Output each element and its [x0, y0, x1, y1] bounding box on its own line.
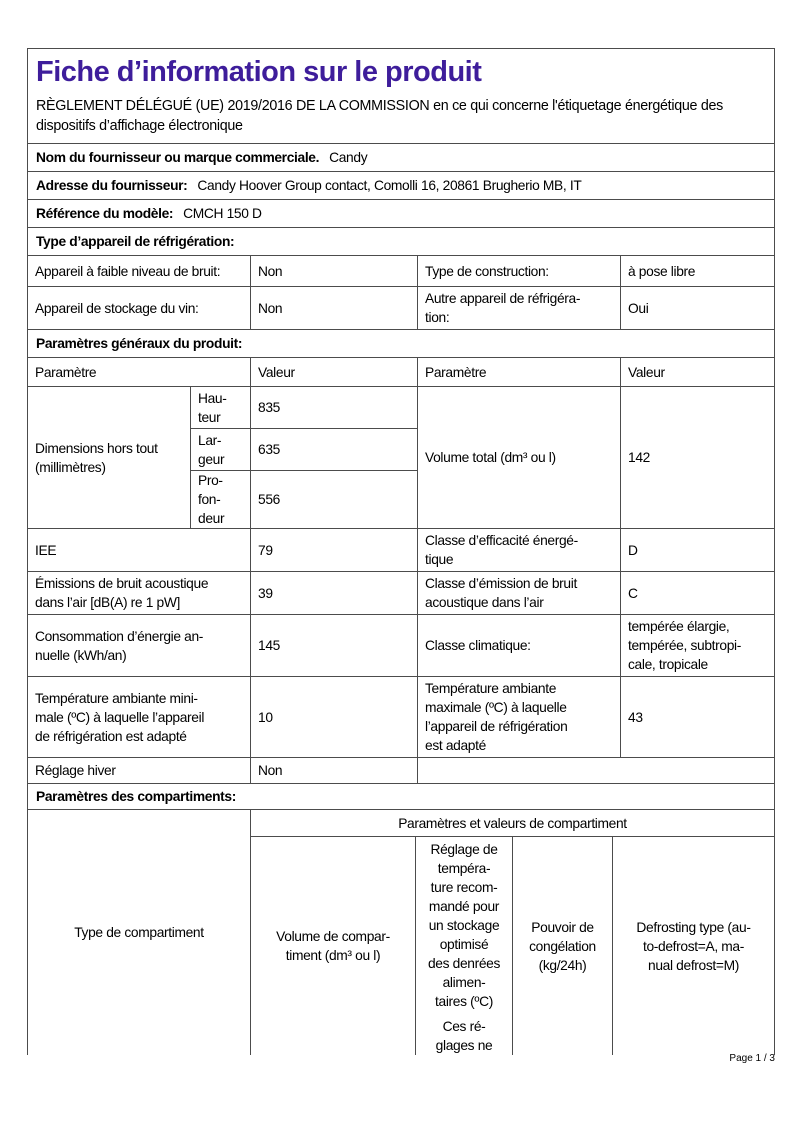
supplier-name-value: Candy: [329, 150, 368, 165]
max-temperature-label: Température ambiante maximale (ºC) à laq…: [418, 677, 621, 757]
supplier-name-row: Nom du fournisseur ou marque commerciale…: [28, 144, 774, 172]
iee-label: IEE: [28, 529, 251, 571]
wine-storage-value: Non: [251, 287, 418, 329]
noise-class-label: Classe d’émission de bruit acoustique da…: [418, 572, 621, 614]
low-noise-label: Appareil à faible niveau de bruit:: [28, 256, 251, 286]
winter-setting-empty-cell: [418, 758, 774, 783]
max-temperature-value: 43: [628, 709, 643, 725]
param-header-2: Paramètre: [418, 358, 621, 386]
value-header-2: Valeur: [628, 364, 665, 380]
dimension-width-label: Lar- geur: [191, 429, 251, 471]
dimension-depth-label: Pro- fon- deur: [191, 471, 251, 528]
page-number: Page 1 / 3: [729, 1053, 775, 1064]
section-type-appareil: Type d’appareil de réfrigération:: [28, 228, 774, 256]
temp-setting-text: Réglage de tempéra- ture recom- mandé po…: [427, 842, 501, 1009]
model-reference-value: CMCH 150 D: [183, 206, 262, 221]
energy-class-label: Classe d’efficacité énergé- tique: [418, 529, 621, 571]
iee-row: IEE 79 Classe d’efficacité énergé- tique…: [28, 529, 774, 572]
dimension-height-value: 835: [251, 387, 418, 429]
param-header-row: Paramètre Valeur Paramètre Valeur: [28, 358, 774, 387]
construction-type-label: Type de construction:: [418, 256, 621, 286]
iee-value: 79: [251, 529, 418, 571]
low-noise-row: Appareil à faible niveau de bruit: Non T…: [28, 256, 774, 287]
dimension-depth-value: 556: [251, 471, 418, 528]
energy-consumption-label: Consommation d’énergie an- nuelle (kWh/a…: [28, 615, 251, 676]
noise-emission-value: 39: [251, 572, 418, 614]
wine-storage-label: Appareil de stockage du vin:: [28, 287, 251, 329]
section-parametres-generaux: Paramètres généraux du produit:: [28, 330, 774, 358]
page-title: Fiche d’information sur le produit: [36, 56, 482, 88]
compartment-params-header: Paramètres et valeurs de compartiment: [251, 810, 774, 837]
freezing-capacity-header: Pouvoir de congélation (kg/24h): [513, 837, 613, 1055]
winter-setting-row: Réglage hiver Non: [28, 758, 774, 784]
model-reference-row: Référence du modèle: CMCH 150 D: [28, 200, 774, 228]
model-reference-label: Référence du modèle:: [36, 206, 174, 221]
climate-class-label: Classe climatique:: [418, 615, 621, 676]
low-noise-value: Non: [251, 256, 418, 286]
supplier-address-row: Adresse du fournisseur: Candy Hoover Gro…: [28, 172, 774, 200]
wine-storage-row: Appareil de stockage du vin: Non Autre a…: [28, 287, 774, 330]
construction-type-value: à pose libre: [628, 263, 696, 279]
noise-class-value: C: [628, 585, 638, 601]
section-parametres-compartiments: Paramètres des compartiments:: [28, 784, 774, 810]
compartment-temp-setting-header: Réglage de tempéra- ture recom- mandé po…: [416, 837, 513, 1055]
dimensions-label: Dimensions hors tout (millimètres): [28, 387, 191, 528]
noise-emission-row: Émissions de bruit acoustique dans l’air…: [28, 572, 774, 615]
total-volume-label: Volume total (dm³ ou l): [418, 387, 621, 528]
other-appliance-value: Oui: [628, 300, 649, 316]
energy-class-value: D: [628, 542, 638, 558]
supplier-name-label: Nom du fournisseur ou marque commerciale…: [36, 150, 320, 165]
compartment-type-header: Type de compartiment: [28, 810, 251, 1055]
climate-class-value: tempérée élargie, tempérée, subtropi- ca…: [628, 619, 741, 672]
total-volume-value: 142: [628, 450, 650, 465]
product-fiche-table: Fiche d’information sur le produit RÈGLE…: [27, 48, 775, 1055]
compartment-table: Type de compartiment Paramètres et valeu…: [28, 810, 774, 1055]
defrost-type-header: Defrosting type (au- to-defrost=A, ma- n…: [636, 919, 751, 973]
title-block: Fiche d’information sur le produit RÈGLE…: [28, 49, 774, 144]
noise-emission-label: Émissions de bruit acoustique dans l’air…: [28, 572, 251, 614]
regulation-text: RÈGLEMENT DÉLÉGUÉ (UE) 2019/2016 DE LA C…: [36, 98, 723, 134]
dimension-height-label: Hau- teur: [191, 387, 251, 429]
compartment-volume-header: Volume de compar- timent (dm³ ou l): [251, 837, 416, 1055]
supplier-address-label: Adresse du fournisseur:: [36, 178, 188, 193]
other-appliance-label: Autre appareil de réfrigéra- tion:: [418, 287, 621, 329]
dimensions-row: Dimensions hors tout (millimètres) Hau- …: [28, 387, 774, 529]
value-header-1: Valeur: [251, 358, 418, 386]
param-header-1: Paramètre: [28, 358, 251, 386]
dimension-width-value: 635: [251, 429, 418, 471]
energy-consumption-row: Consommation d’énergie an- nuelle (kWh/a…: [28, 615, 774, 677]
winter-setting-label: Réglage hiver: [28, 758, 251, 783]
temp-setting-note: Ces ré- glages ne: [435, 1019, 493, 1053]
winter-setting-value: Non: [251, 758, 418, 783]
min-temperature-value: 10: [251, 677, 418, 757]
supplier-address-value: Candy Hoover Group contact, Comolli 16, …: [197, 178, 582, 193]
min-temperature-label: Température ambiante mini- male (ºC) à l…: [28, 677, 251, 757]
ambient-temperature-row: Température ambiante mini- male (ºC) à l…: [28, 677, 774, 758]
energy-consumption-value: 145: [251, 615, 418, 676]
